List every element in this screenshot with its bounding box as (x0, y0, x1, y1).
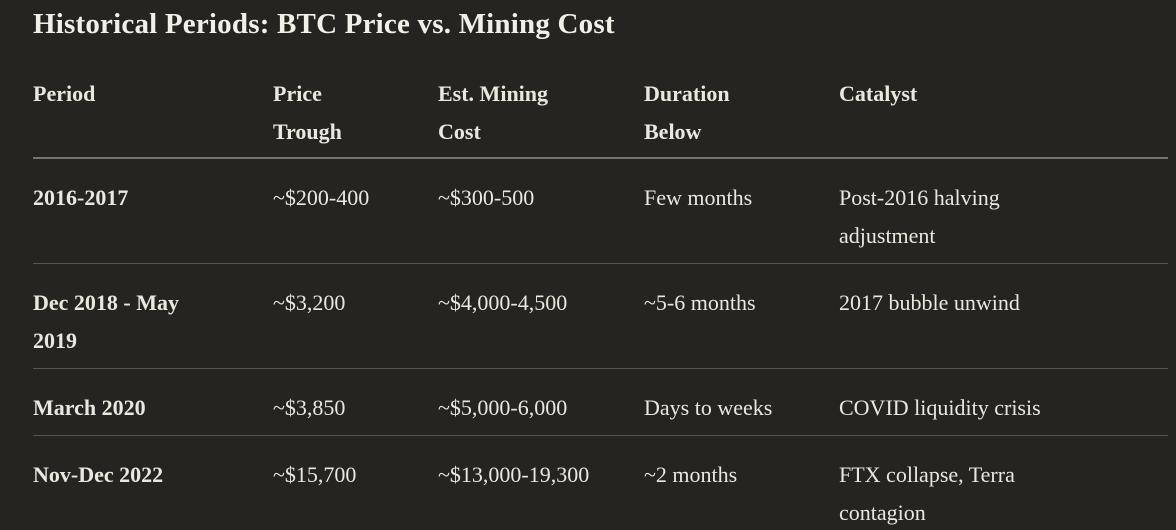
cell-duration-below: Few months (644, 158, 839, 264)
cell-catalyst: COVID liquidity crisis (839, 368, 1168, 436)
cell-duration-below: ~2 months (644, 462, 738, 487)
table-header: Period Price Trough Est. Mining Cost Durati… (33, 42, 1168, 159)
historical-periods-table: Period Price Trough Est. Mining Cost Durati… (33, 42, 1168, 530)
page-title: Historical Periods: BTC Price vs. Mining… (33, 8, 615, 40)
table-row: Dec 2018 - May 2019 ~$3,200 ~$4,000-4,500 ~… (33, 263, 1168, 369)
column-header-catalyst: Catalyst (839, 42, 1168, 159)
column-header-mining-cost: Est. Mining Cost (438, 42, 644, 159)
table-row: March 2020 ~$3,850 ~$5,000-6,000 Days to we… (33, 368, 1168, 436)
cell-mining-cost: ~$4,000-4,500 (438, 263, 644, 369)
cell-period: 2016-2017 (33, 158, 273, 264)
cell-mining-cost: ~$300-500 (438, 158, 644, 264)
cell-period: Dec 2018 - May 2019 (33, 263, 273, 369)
table-row: Nov-Dec 2022 ~$15,700 ~$13,000-19,300 ~2 mo… (33, 436, 1168, 530)
cell-mining-cost: ~$5,000-6,000 (438, 368, 644, 436)
cell-price-trough: ~$200-400 (273, 158, 438, 264)
cell-price-trough: ~$3,850 (273, 368, 438, 436)
cell-period: Nov-Dec 2022 (33, 462, 164, 487)
cell-catalyst: Post-2016 halving adjustment (839, 158, 1168, 264)
table-body: 2016-2017 ~$200-400 ~$300-500 Few months Pos… (33, 158, 1168, 530)
cell-duration-below: Days to weeks (644, 368, 839, 436)
table-header-row: Period Price Trough Est. Mining Cost Durati… (33, 42, 1168, 159)
column-header-price-trough: Price Trough (273, 42, 438, 159)
column-header-duration-below: Duration Below (644, 42, 839, 159)
cell-catalyst: FTX collapse, Terra contagion (839, 462, 1015, 525)
cell-price-trough: ~$15,700 (273, 462, 357, 487)
cell-period: March 2020 (33, 368, 273, 436)
cell-price-trough: ~$3,200 (273, 263, 438, 369)
cell-duration-below: ~5-6 months (644, 263, 839, 369)
table-row: 2016-2017 ~$200-400 ~$300-500 Few months Pos… (33, 158, 1168, 264)
cell-mining-cost: ~$13,000-19,300 (438, 462, 590, 487)
cell-catalyst: 2017 bubble unwind (839, 263, 1168, 369)
column-header-period: Period (33, 42, 273, 159)
